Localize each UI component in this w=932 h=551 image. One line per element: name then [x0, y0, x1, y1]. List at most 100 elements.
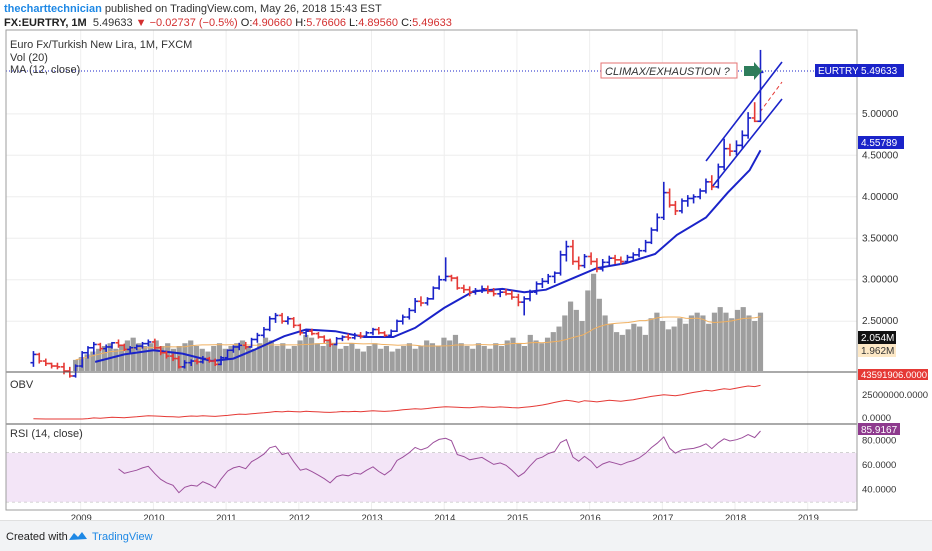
tradingview-logo-icon — [69, 532, 87, 540]
volume-bar — [590, 273, 597, 371]
candle — [279, 312, 286, 324]
volume-bar — [660, 321, 666, 371]
candle — [424, 297, 431, 306]
candle — [503, 288, 510, 296]
author-link[interactable]: thecharttechnician — [4, 3, 102, 15]
footer-brand-link[interactable]: TradingView — [92, 531, 153, 543]
badge-ma: 4.55789 — [858, 136, 904, 149]
candle — [230, 345, 237, 353]
annotation-text: CLIMAX/EXHAUSTION ? — [605, 66, 731, 78]
volume-bar — [757, 312, 764, 371]
volume-bar — [182, 343, 188, 371]
candle — [242, 341, 249, 350]
ma-legend: MA (12, close) — [10, 64, 80, 76]
chart-border — [5, 29, 858, 511]
volume-bar — [435, 346, 441, 371]
chart-canvas[interactable]: CLIMAX/EXHAUSTION ? Euro Fx/Turkish New … — [0, 0, 932, 520]
volume-bar — [452, 334, 459, 371]
volume-bar — [694, 312, 700, 371]
arrow-right-icon — [744, 62, 762, 80]
candle — [90, 341, 97, 355]
time-tick-label: 2012 — [289, 513, 310, 520]
time-tick-label: 2015 — [507, 513, 528, 520]
volume-bar — [602, 315, 608, 371]
candle — [181, 360, 188, 369]
candle — [297, 323, 304, 336]
candle — [272, 312, 279, 323]
candle — [321, 335, 328, 343]
obv-line — [33, 384, 761, 420]
volume-bar — [447, 340, 453, 371]
volume-bar — [337, 348, 343, 371]
volume-bar — [331, 343, 338, 371]
volume-bar — [372, 343, 378, 371]
svg-text:2.054M: 2.054M — [861, 333, 894, 344]
volume-bar — [383, 346, 389, 371]
candle — [36, 352, 43, 364]
volume-bar — [389, 351, 395, 371]
candle — [175, 356, 182, 369]
symbol-label[interactable]: FX:EURTRY, 1M — [4, 17, 87, 29]
candle — [527, 289, 534, 302]
candle — [733, 140, 740, 156]
volume-bar — [412, 348, 418, 371]
publish-info: published on TradingView.com, May 26, 20… — [104, 3, 382, 15]
candle — [339, 335, 346, 342]
candle — [224, 349, 231, 359]
volume-bar — [677, 318, 683, 371]
volume-bar — [297, 340, 303, 371]
volume-bar — [539, 343, 545, 371]
volume-bar — [734, 309, 741, 371]
channel-lower-line — [711, 98, 783, 188]
footer-created-label: Created with — [6, 531, 68, 543]
candle — [702, 178, 709, 194]
candle — [406, 307, 413, 320]
obv-tick-label: 25000000.0000 — [862, 390, 928, 401]
candle — [357, 332, 364, 339]
candle — [127, 346, 134, 353]
volume-bar — [556, 326, 562, 371]
candle — [48, 362, 55, 369]
candle — [460, 284, 467, 294]
volume-bar — [475, 343, 482, 371]
candle — [115, 339, 122, 348]
volume-bar — [251, 348, 257, 371]
volume-bar — [683, 323, 689, 371]
candle — [266, 316, 273, 332]
candle — [708, 175, 715, 191]
time-tick-label: 2014 — [434, 513, 455, 520]
volume-bar — [303, 334, 309, 371]
candle — [472, 288, 479, 295]
candle — [54, 362, 61, 370]
candle — [72, 364, 79, 378]
candle — [284, 316, 291, 325]
volume-bar — [729, 318, 735, 371]
high-value: 5.76606 — [306, 17, 346, 29]
high-label: H: — [295, 17, 307, 29]
svg-text:4.55789: 4.55789 — [861, 138, 898, 149]
candle — [581, 254, 588, 269]
candle — [497, 289, 504, 298]
candle — [539, 278, 546, 289]
volume-bar — [378, 348, 384, 371]
volume-bar — [262, 337, 269, 371]
price-axis: 2.50000 3.00000 3.50000 4.00000 4.50000 5.000… — [862, 109, 928, 496]
candle — [399, 314, 406, 325]
volume-bar — [717, 307, 723, 371]
volume-bar — [665, 329, 672, 371]
volume-bar — [349, 343, 355, 371]
candle — [678, 198, 685, 214]
candle — [612, 254, 619, 264]
volume-bar — [216, 343, 223, 371]
volume-bar — [706, 323, 712, 371]
candle — [466, 286, 473, 297]
volume-bar — [648, 318, 654, 371]
volume-bar — [84, 354, 90, 371]
candle — [624, 254, 631, 264]
price-candles — [30, 49, 764, 378]
candle — [697, 188, 704, 200]
time-tick-label: 2019 — [798, 513, 819, 520]
close-label: C: — [401, 17, 413, 29]
candle — [690, 194, 697, 204]
candle — [448, 274, 455, 282]
